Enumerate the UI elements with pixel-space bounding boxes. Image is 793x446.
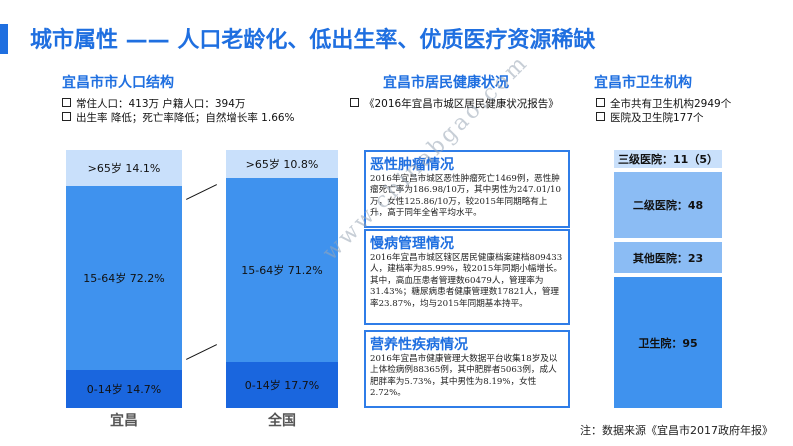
bar-segment: 0-14岁 14.7%: [66, 370, 182, 408]
population-bullets: 常住人口：413万 户籍人口：394万 出生率 降低；死亡率降低；自然增长率 1…: [62, 97, 295, 125]
health-box-body: 2016年宜昌市城区恶性肿瘤死亡1469例，恶性肿瘤死亡率为186.98/10万…: [370, 174, 561, 219]
connector-line-top: [186, 184, 217, 200]
square-bullet-icon: [62, 112, 71, 121]
institution-bar-label: 其他医院：23: [632, 251, 704, 265]
x-axis-label-yichang: 宜昌: [110, 413, 138, 429]
square-bullet-icon: [596, 98, 605, 107]
health-bullets: 《2016年宜昌市城区居民健康状况报告》: [350, 97, 559, 111]
x-axis-label-china: 全国: [268, 413, 296, 429]
bar-segment: 0-14岁 17.7%: [226, 362, 338, 408]
bar-segment-label: 0-14岁 14.7%: [86, 383, 162, 397]
health-box-title: 慢病管理情况: [370, 236, 454, 252]
bar-segment-label: 15-64岁 71.2%: [241, 264, 323, 278]
institutions-bullets: 全市共有卫生机构2949个 医院及卫生院177个: [596, 97, 731, 125]
health-box-body: 2016年宜昌市健康管理大数据平台收集18岁及以上体检病例88365例，其中肥胖…: [370, 354, 558, 399]
stacked-bar-china: 0-14岁 17.7% 15-64岁 71.2% >65岁 10.8%: [226, 150, 338, 408]
stacked-bar-yichang: 0-14岁 14.7% 15-64岁 72.2% >65岁 14.1%: [66, 150, 182, 408]
bar-segment: 15-64岁 72.2%: [66, 186, 182, 371]
institution-bar: 其他医院：23: [614, 241, 722, 274]
institution-bar: 卫生院：95: [614, 277, 722, 408]
population-heading: 宜昌市市人口结构: [62, 75, 174, 91]
health-box-nutrition: 营养性疾病情况 2016年宜昌市健康管理大数据平台收集18岁及以上体检病例883…: [364, 330, 570, 408]
title-accent-bar: [0, 24, 8, 54]
institutions-bullet: 全市共有卫生机构2949个: [596, 97, 731, 111]
institution-bar-label: 三级医院：11（5）: [618, 152, 718, 166]
bar-segment: 15-64岁 71.2%: [226, 177, 338, 363]
institutions-bullet: 医院及卫生院177个: [596, 111, 731, 125]
institution-bar-label: 二级医院：48: [632, 198, 704, 212]
bar-segment-label: >65岁 14.1%: [87, 162, 161, 176]
bar-segment-label: 15-64岁 72.2%: [83, 272, 165, 286]
footnote: 注：数据来源《宜昌市2017政府年报》: [580, 424, 773, 437]
population-bullet: 常住人口：413万 户籍人口：394万: [62, 97, 295, 111]
institution-bar: 三级医院：11（5）: [614, 150, 722, 168]
bar-segment: >65岁 14.1%: [66, 150, 182, 187]
slide-title: 城市属性 —— 人口老龄化、低出生率、优质医疗资源稀缺: [30, 28, 596, 53]
health-bullet: 《2016年宜昌市城区居民健康状况报告》: [350, 97, 559, 111]
square-bullet-icon: [350, 98, 359, 107]
health-heading: 宜昌市居民健康状况: [383, 75, 509, 91]
health-box-chronic: 慢病管理情况 2016年宜昌市城区辖区居民健康档案建档809433人，建档率为8…: [364, 229, 570, 325]
health-box-cancer: 恶性肿瘤情况 2016年宜昌市城区恶性肿瘤死亡1469例，恶性肿瘤死亡率为186…: [364, 150, 570, 228]
bar-segment-label: 0-14岁 17.7%: [244, 379, 320, 393]
institution-bar: 二级医院：48: [614, 171, 722, 238]
health-box-body: 2016年宜昌市城区辖区居民健康档案建档809433人，建档率为85.99%，较…: [370, 253, 563, 309]
institutions-heading: 宜昌市卫生机构: [594, 75, 692, 91]
health-box-title: 营养性疾病情况: [370, 337, 468, 353]
square-bullet-icon: [62, 98, 71, 107]
connector-line-bottom: [186, 344, 217, 360]
bar-segment-label: >65岁 10.8%: [245, 157, 319, 171]
population-bullet: 出生率 降低；死亡率降低；自然增长率 1.66%: [62, 111, 295, 125]
institution-bar-label: 卫生院：95: [638, 336, 698, 350]
health-box-title: 恶性肿瘤情况: [370, 157, 454, 173]
bar-segment: >65岁 10.8%: [226, 150, 338, 178]
square-bullet-icon: [596, 112, 605, 121]
